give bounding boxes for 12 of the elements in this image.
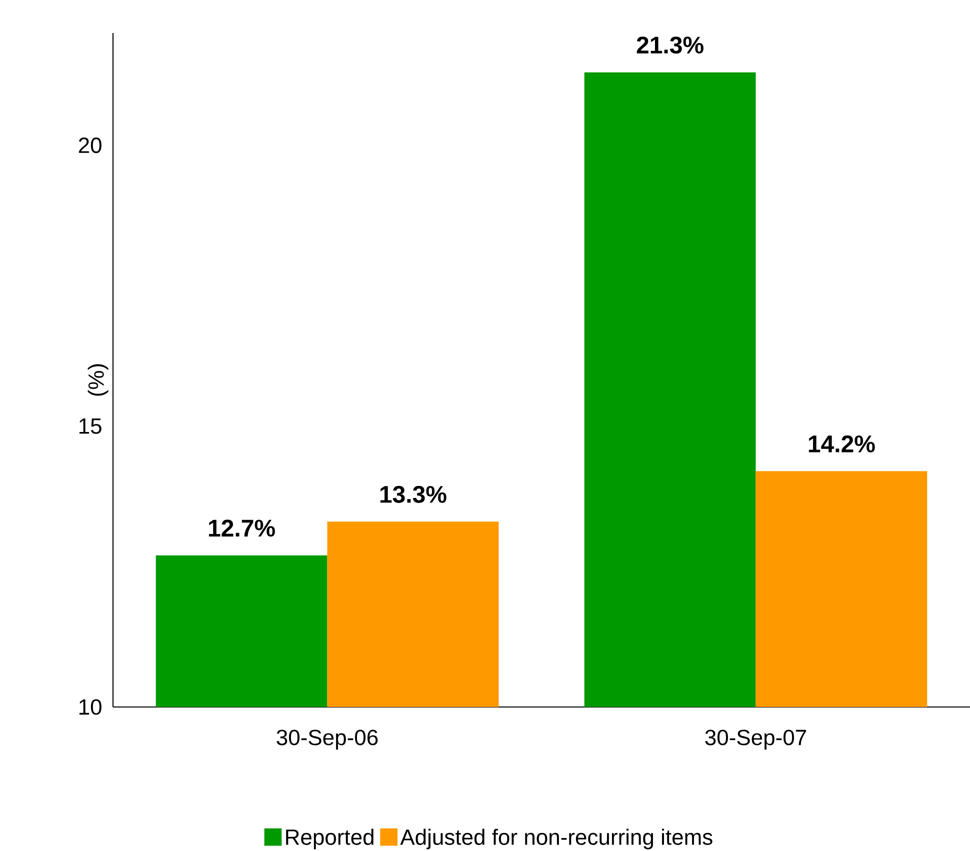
y-axis-title: (%) [88, 364, 108, 396]
x-tick-label: 30-Sep-07 [705, 730, 806, 750]
y-tick-label: 15 [79, 418, 102, 434]
legend-label: Adjusted for non-recurring items [400, 828, 712, 850]
data-label: 21.3% [636, 36, 704, 54]
legend-label: Reported [286, 828, 374, 850]
y-tick-label: 10 [79, 699, 102, 715]
y-tick-label: 20 [78, 138, 102, 154]
x-tick-label: 30-Sep-06 [276, 730, 378, 750]
data-label: 13.3% [380, 486, 446, 503]
data-label: 14.2% [808, 435, 875, 452]
data-label: 12.7% [209, 520, 275, 537]
